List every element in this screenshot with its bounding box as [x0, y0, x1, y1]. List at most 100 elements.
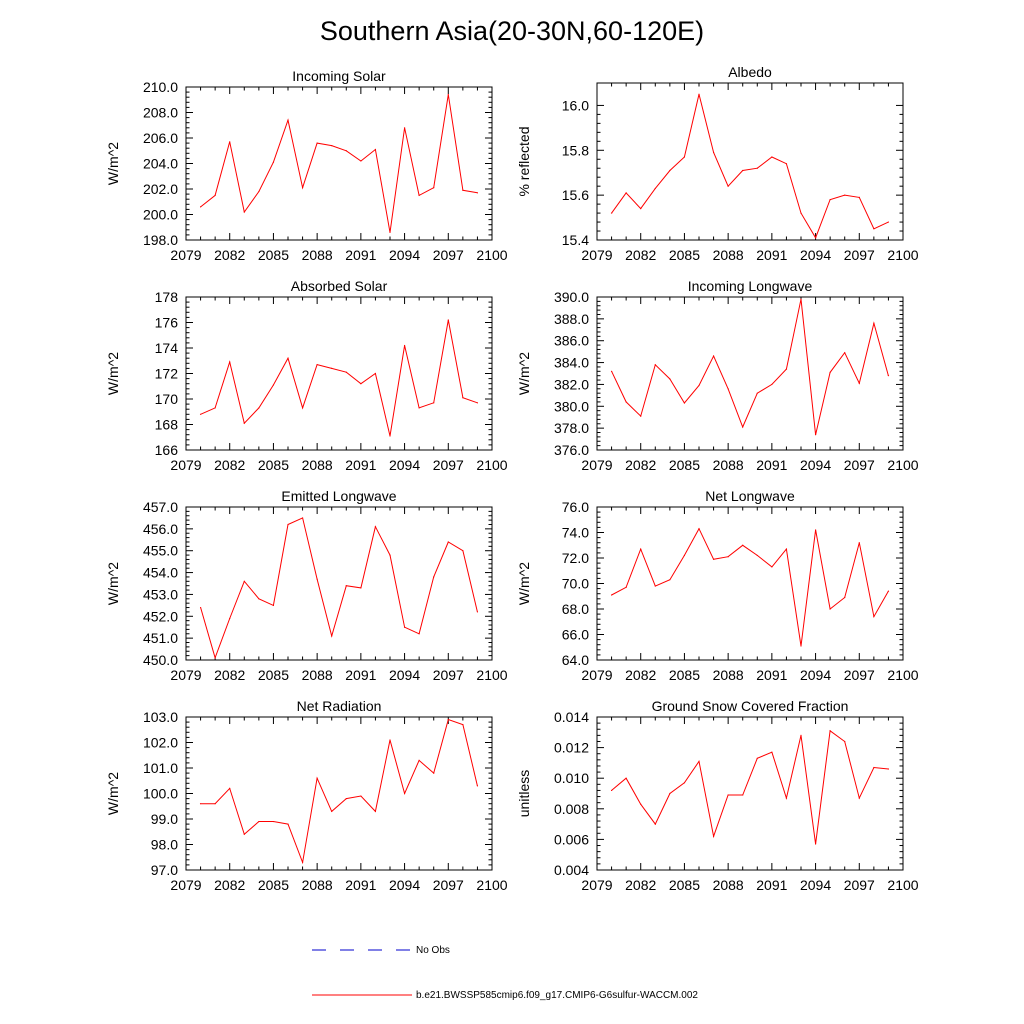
y-tick-label: 0.012: [554, 740, 589, 756]
x-tick-label: 2097: [433, 667, 464, 683]
x-tick-label: 2079: [170, 457, 201, 473]
x-tick-label: 2088: [302, 247, 333, 263]
y-tick-label: 454.0: [143, 565, 178, 581]
plot-frame: [596, 506, 904, 661]
data-point: [403, 344, 406, 347]
panel: Emitted Longwave W/m^2 2079 2082 2085 2088 209…: [105, 488, 508, 683]
y-tick-label: 380.0: [554, 398, 589, 414]
y-tick-label: 204.0: [143, 156, 178, 172]
x-tick-label: 2079: [581, 667, 612, 683]
data-point: [683, 554, 686, 557]
data-point: [433, 576, 435, 578]
data-point: [756, 392, 758, 394]
data-point: [418, 633, 420, 635]
data-point: [476, 402, 479, 404]
legend-model-label: b.e21.BWSSP585cmip6.f09_g17.CMIP6-G6sulf…: [416, 990, 698, 1001]
y-tick-label: 103.0: [143, 709, 178, 725]
data-point: [462, 550, 464, 552]
data-point: [814, 843, 817, 845]
data-point: [258, 407, 260, 409]
y-tick-label: 100.0: [143, 786, 178, 802]
data-point: [814, 237, 817, 239]
legend: No Obs b.e21.BWSSP585cmip6.f09_g17.CMIP6…: [312, 945, 698, 1001]
x-tick-label: 2082: [214, 247, 245, 263]
data-point: [785, 548, 788, 550]
data-point: [214, 657, 216, 659]
data-point: [669, 579, 671, 581]
data-point: [214, 407, 216, 409]
x-tick-label: 2085: [258, 877, 289, 893]
data-point: [301, 187, 304, 189]
y-tick-label: 64.0: [562, 652, 589, 668]
y-tick-label: 15.6: [562, 187, 589, 203]
data-point: [287, 119, 289, 121]
data-point: [610, 212, 613, 214]
x-tick-label: 2085: [258, 457, 289, 473]
y-tick-label: 97.0: [151, 862, 178, 878]
data-point: [243, 211, 245, 213]
data-point: [785, 163, 788, 165]
plot-frame: [596, 82, 904, 241]
y-tick-label: 200.0: [143, 207, 178, 223]
y-tick-label: 170: [155, 391, 179, 407]
data-point: [403, 626, 406, 628]
data-point: [476, 785, 479, 787]
data-point: [800, 734, 802, 736]
x-tick-label: 2091: [756, 457, 787, 473]
x-tick-label: 2091: [345, 247, 376, 263]
data-point: [243, 580, 245, 582]
x-tick-label: 2100: [887, 877, 918, 893]
data-point: [462, 724, 464, 726]
data-point: [625, 192, 627, 194]
data-point: [625, 586, 627, 588]
x-tick-label: 2097: [844, 247, 875, 263]
data-point: [669, 169, 671, 172]
data-point: [418, 194, 420, 196]
data-point: [742, 794, 744, 796]
panel: Incoming Longwave W/m^2 2079 2082 2085 2088 20…: [516, 278, 919, 473]
data-point: [887, 221, 890, 223]
data-point: [403, 127, 406, 129]
data-point: [229, 617, 231, 620]
panel-title: Emitted Longwave: [281, 488, 396, 504]
x-tick-label: 2079: [170, 247, 201, 263]
data-point: [698, 528, 700, 530]
data-point: [272, 384, 275, 386]
data-point: [858, 196, 860, 198]
x-tick-label: 2082: [214, 667, 245, 683]
plot-frame: [596, 716, 904, 871]
data-point: [844, 352, 846, 354]
y-tick-label: 172: [155, 366, 179, 382]
data-point: [447, 718, 449, 721]
data-point: [345, 150, 347, 152]
data-point: [640, 208, 642, 210]
x-tick-label: 2082: [214, 877, 245, 893]
data-point: [712, 558, 715, 560]
data-point: [331, 810, 333, 812]
series-line: [611, 299, 889, 435]
x-tick-label: 2100: [887, 247, 918, 263]
data-point: [272, 161, 275, 163]
data-point: [403, 792, 406, 795]
y-tick-label: 456.0: [143, 521, 178, 537]
y-tick-label: 0.014: [554, 709, 589, 725]
x-tick-label: 2100: [476, 247, 507, 263]
data-point: [844, 194, 846, 196]
panel: Net Radiation W/m^2 2079 2082 2085 2088 2091 20…: [105, 698, 508, 893]
data-point: [418, 759, 420, 761]
data-point: [640, 548, 642, 550]
data-point: [389, 435, 391, 437]
data-point: [844, 740, 846, 743]
data-point: [199, 413, 202, 415]
x-tick-label: 2079: [581, 457, 612, 473]
y-tick-label: 68.0: [562, 601, 589, 617]
data-point: [199, 206, 202, 208]
data-point: [272, 604, 275, 606]
data-point: [887, 590, 890, 592]
data-point: [683, 782, 686, 784]
panel-title: Absorbed Solar: [291, 278, 388, 294]
data-point: [858, 382, 860, 384]
panel: Net Longwave W/m^2 2079 2082 2085 2088 2091 209…: [516, 488, 919, 683]
data-point: [229, 361, 231, 363]
x-tick-label: 2079: [170, 667, 201, 683]
